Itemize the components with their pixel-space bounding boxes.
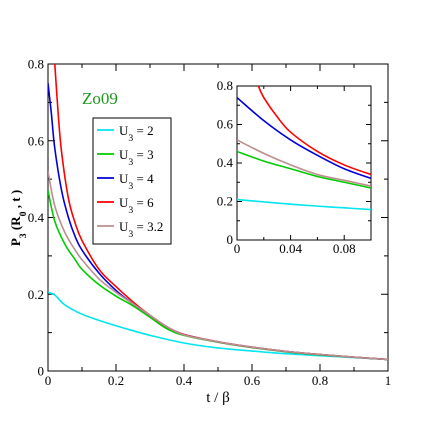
main-x-tick-label: 0.2 [108, 373, 124, 388]
inset-x-tick-label: 0 [234, 241, 241, 256]
inset-x-tick-label: 0.04 [279, 241, 302, 256]
legend-label-1: U3 = 3 [119, 147, 154, 168]
inset-series-line-0 [237, 198, 371, 211]
inset-series-line-3 [257, 86, 371, 176]
inset-y-tick-label: 0.4 [217, 155, 234, 170]
x-axis-title: t / β [206, 390, 229, 406]
legend-box [92, 117, 172, 245]
main-y-tick-label: 0.6 [28, 133, 45, 148]
main-x-tick-label: 0 [45, 373, 52, 388]
main-y-tick-label: 0 [38, 364, 45, 379]
legend-label-2: U3 = 4 [119, 171, 154, 192]
inset-series-line-1 [237, 150, 371, 189]
main-series-line-0 [48, 291, 388, 361]
inset-y-tick-label: 0.2 [217, 194, 233, 209]
inset-series-line-4 [237, 139, 371, 187]
inset-series-line-2 [237, 96, 371, 180]
inset-plot: 0 0.04 0.08 0 0.2 0.4 0.6 0.8 [217, 78, 372, 256]
main-x-tick-label: 1 [385, 373, 392, 388]
inset-frame [236, 85, 372, 241]
main-y-tick-label: 0.2 [28, 287, 44, 302]
main-x-tick-label: 0.6 [244, 373, 261, 388]
main-series-line-4 [48, 171, 388, 361]
inset-y-tick-label: 0.8 [217, 78, 233, 93]
legend-label-0: U3 = 2 [119, 123, 154, 144]
main-y-tick-label: 0.4 [28, 210, 45, 225]
main-x-tick-label: 0.8 [312, 373, 328, 388]
main-y-tick-label: 0.8 [28, 57, 44, 72]
legend: U3 = 2 U3 = 3 U3 = 4 U3 = 6 U3 = 3.2 [92, 117, 172, 245]
main-x-tick-label: 0.4 [176, 373, 193, 388]
inset-y-tick-label: 0.6 [217, 117, 234, 132]
model-annotation: Zo09 [82, 89, 118, 108]
legend-label-3: U3 = 6 [119, 195, 154, 216]
y-axis-title: P3 (R0 , t ) [8, 190, 29, 246]
legend-label-4: U3 = 3.2 [119, 219, 163, 240]
inset-x-tick-label: 0.08 [333, 241, 356, 256]
inset-y-tick-label: 0 [227, 232, 234, 247]
